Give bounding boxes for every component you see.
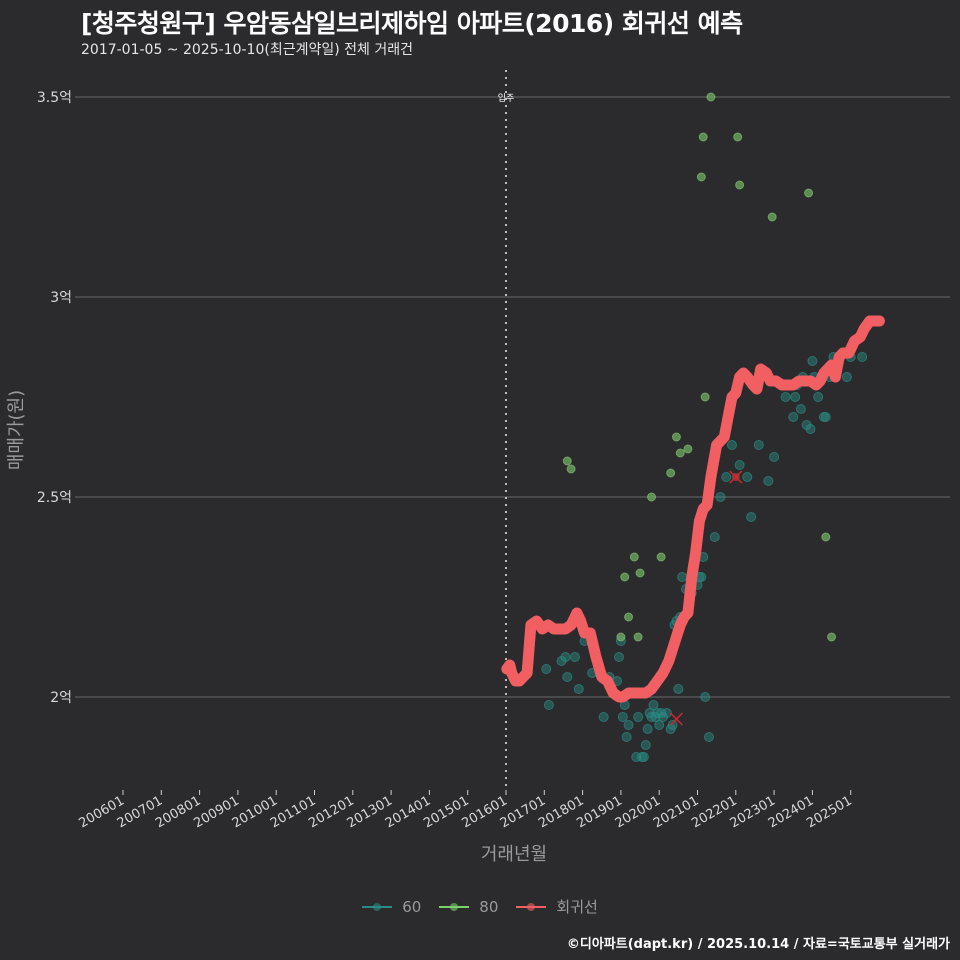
- data-point-80: [566, 464, 576, 474]
- data-point-60: [640, 740, 651, 750]
- data-point-60: [841, 372, 852, 382]
- data-point-80: [629, 552, 639, 562]
- data-point-80: [647, 492, 657, 502]
- data-point-60: [541, 664, 552, 674]
- data-point-60: [788, 412, 799, 422]
- data-point-60: [742, 472, 753, 482]
- data-point-60: [805, 424, 816, 434]
- chart-subtitle: 2017-01-05 ~ 2025-10-10(최근계약일) 전체 거래건: [81, 42, 413, 58]
- data-point-60: [569, 652, 580, 662]
- y-tick-label: 3억: [50, 290, 72, 306]
- x-marker-icon: [729, 470, 743, 484]
- data-point-60: [807, 356, 818, 366]
- legend-label: 60: [402, 897, 422, 916]
- data-point-60: [715, 492, 726, 502]
- data-point-60: [795, 404, 806, 414]
- data-point-60: [654, 720, 665, 730]
- data-point-60: [696, 572, 707, 582]
- chart-title: [청주청원구] 우암동삼일브리제하임 아파트(2016) 회귀선 예측: [81, 9, 743, 38]
- data-point-60: [661, 708, 672, 718]
- legend-label: 80: [479, 897, 499, 916]
- data-point-60: [820, 412, 831, 422]
- legend-key-icon: [516, 902, 547, 911]
- data-point-60: [617, 712, 628, 722]
- data-point-80: [804, 188, 814, 198]
- legend-key-icon: [439, 902, 470, 911]
- data-point-60: [560, 652, 571, 662]
- data-point-80: [696, 172, 706, 182]
- data-point-80: [698, 132, 708, 142]
- data-point-60: [598, 712, 609, 722]
- y-tick-label: 2.5억: [37, 490, 72, 506]
- data-point-60: [813, 392, 824, 402]
- x-marker-icon: [669, 712, 683, 726]
- data-point-60: [638, 752, 649, 762]
- data-point-60: [753, 440, 764, 450]
- data-point-80: [616, 632, 626, 642]
- move-in-label: 입주: [498, 92, 515, 104]
- data-point-60: [790, 392, 801, 402]
- data-point-60: [703, 732, 714, 742]
- data-point-80: [656, 552, 666, 562]
- legend-item: 회귀선: [516, 896, 598, 917]
- data-point-60: [633, 712, 644, 722]
- y-tick-label: 3.5억: [37, 90, 72, 106]
- legend-key-icon: [362, 902, 393, 911]
- data-point-60: [673, 684, 684, 694]
- y-tick-label: 2억: [50, 690, 72, 706]
- data-point-80: [700, 392, 710, 402]
- data-point-60: [613, 652, 624, 662]
- data-point-60: [700, 692, 711, 702]
- data-point-60: [726, 440, 737, 450]
- data-point-80: [767, 212, 777, 222]
- data-point-60: [769, 452, 780, 462]
- data-point-60: [621, 732, 632, 742]
- data-point-60: [721, 472, 732, 482]
- data-point-60: [667, 720, 678, 730]
- legend-item: 80: [439, 898, 498, 916]
- footer-credit: ©디아파트(dapt.kr) / 2025.10.14 / 자료=국토교통부 실…: [566, 937, 950, 952]
- data-point-60: [709, 532, 720, 542]
- data-point-60: [543, 700, 554, 710]
- data-point-80: [666, 468, 676, 478]
- legend-label: 회귀선: [556, 898, 598, 916]
- regression-line: [501, 315, 885, 703]
- data-point-80: [821, 532, 831, 542]
- data-point-60: [623, 720, 634, 730]
- x-axis-title: 거래년월: [481, 844, 547, 865]
- data-point-80: [827, 632, 837, 642]
- legend: 60 80 회귀선: [0, 896, 960, 917]
- data-point-60: [734, 460, 745, 470]
- data-point-80: [735, 180, 745, 190]
- data-point-60: [562, 672, 573, 682]
- legend-item: 60: [362, 898, 421, 916]
- data-point-80: [706, 92, 716, 102]
- data-point-60: [780, 392, 791, 402]
- data-point-60: [648, 700, 659, 710]
- data-point-80: [671, 432, 681, 442]
- data-point-80: [562, 456, 572, 466]
- data-point-60: [642, 724, 653, 734]
- data-point-60: [631, 752, 642, 762]
- data-point-80: [635, 568, 645, 578]
- y-axis-title: 매매가(원): [6, 390, 27, 470]
- data-point-60: [857, 352, 868, 362]
- data-point-60: [677, 572, 688, 582]
- data-point-80: [683, 444, 693, 454]
- data-point-80: [675, 448, 685, 458]
- data-point-80: [733, 132, 743, 142]
- data-point-80: [624, 612, 634, 622]
- data-point-60: [573, 684, 584, 694]
- data-point-60: [763, 476, 774, 486]
- data-point-80: [633, 632, 643, 642]
- data-point-80: [620, 572, 630, 582]
- data-point-60: [746, 512, 757, 522]
